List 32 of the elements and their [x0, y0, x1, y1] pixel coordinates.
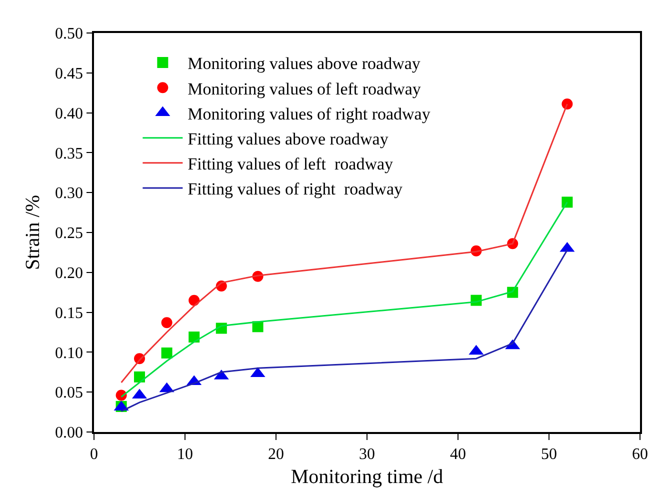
y-tick-label: 0.20: [55, 265, 84, 282]
legend-label: Monitoring values of right roadway: [188, 104, 431, 124]
legend-label: Fitting values of left roadway: [188, 154, 394, 174]
y-tick-label: 0.25: [55, 225, 84, 242]
x-axis-title: Monitoring time /d: [290, 466, 444, 488]
y-tick-label: 0.50: [55, 26, 84, 43]
x-tick-label: 0: [90, 446, 98, 463]
point: [161, 348, 172, 358]
point: [188, 332, 200, 343]
point: [134, 371, 145, 382]
legend-label: Fitting values above roadway: [188, 129, 389, 148]
y-axis-title: Strain /%: [22, 195, 44, 270]
legend-label: Monitoring values above roadway: [188, 54, 421, 74]
point: [562, 98, 573, 110]
y-tick-label: 0.05: [55, 384, 84, 402]
legend-label: Fitting values of right roadway: [188, 180, 404, 199]
x-tick-label: 50: [541, 446, 557, 463]
y-tick-label: 0.45: [55, 66, 84, 82]
y-tick-label: 0.30: [55, 185, 84, 202]
y-tick-label: 0.40: [55, 105, 84, 122]
legend-label: Monitoring values of left roadway: [188, 79, 422, 98]
x-tick-label: 20: [268, 446, 284, 463]
x-tick-label: 30: [359, 446, 375, 463]
x-tick-label: 40: [450, 446, 466, 463]
y-tick-label: 0.35: [55, 145, 84, 162]
point: [562, 196, 573, 208]
y-tick-label: 0.00: [55, 424, 84, 442]
y-tick-label: 0.15: [55, 304, 84, 322]
x-tick-label: 10: [177, 446, 193, 463]
point: [161, 317, 172, 328]
y-tick-label: 0.10: [55, 344, 84, 362]
x-tick-label: 60: [632, 446, 648, 463]
